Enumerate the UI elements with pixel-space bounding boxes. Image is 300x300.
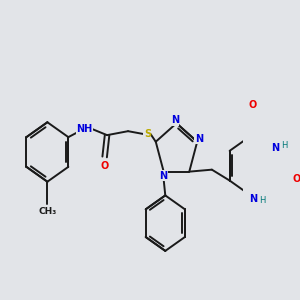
Text: NH: NH <box>76 124 93 134</box>
Text: O: O <box>292 174 300 184</box>
Text: O: O <box>100 161 109 171</box>
Text: N: N <box>160 171 168 181</box>
Text: N: N <box>249 194 257 204</box>
Text: O: O <box>248 100 256 110</box>
Text: N: N <box>171 115 179 125</box>
Text: N: N <box>195 134 203 144</box>
Text: CH₃: CH₃ <box>38 207 56 216</box>
Text: S: S <box>144 129 151 139</box>
Text: N: N <box>272 143 280 153</box>
Text: H: H <box>281 141 288 150</box>
Text: H: H <box>259 196 265 205</box>
